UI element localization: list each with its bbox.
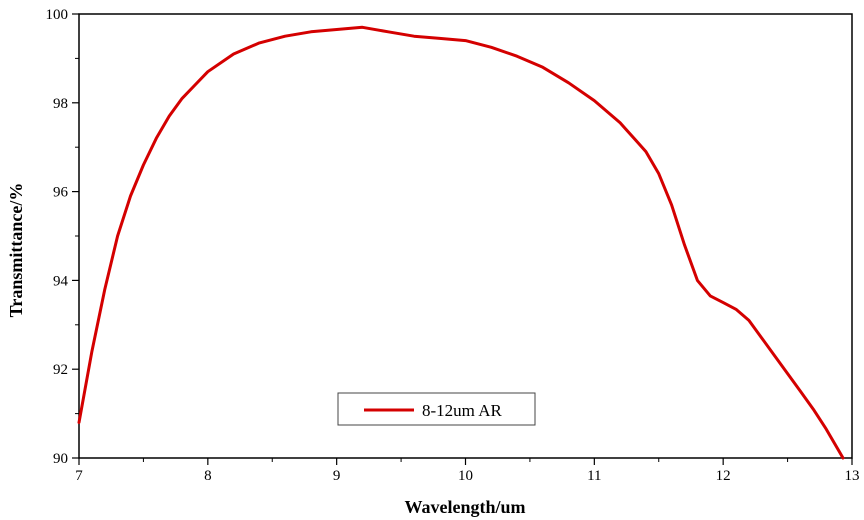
series-line-8-12um-ar [77,25,845,460]
y-tick-label: 90 [53,451,68,467]
y-tick-label: 100 [46,7,69,23]
x-tick-label: 10 [458,468,473,484]
y-tick-label: 92 [53,362,68,378]
x-tick-label: 8 [204,468,212,484]
y-axis-title: Transmittance/% [6,183,26,318]
x-tick-label: 13 [845,468,860,484]
x-tick-label: 11 [587,468,601,484]
x-tick-label: 12 [716,468,731,484]
y-axis-ticks: 90 92 94 96 98 100 [46,7,79,467]
y-tick-label: 94 [53,273,69,289]
y-tick-label: 98 [53,96,68,112]
plot-frame [78,13,853,459]
legend: 8-12um AR [337,392,536,426]
x-axis-ticks: 7 8 9 10 11 12 13 [75,458,860,484]
x-tick-label: 7 [75,468,83,484]
x-tick-label: 9 [333,468,341,484]
y-tick-label: 96 [53,185,69,201]
x-axis-title: Wavelength/um [404,497,525,517]
legend-label: 8-12um AR [422,401,502,420]
